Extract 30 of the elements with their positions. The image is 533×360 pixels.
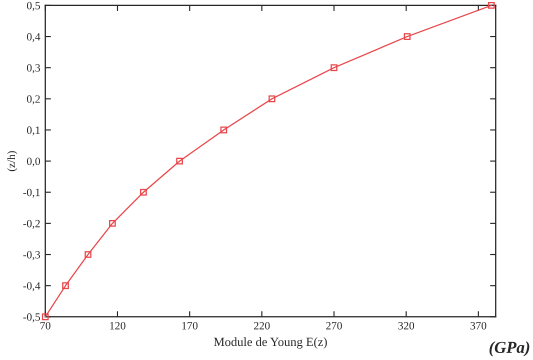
y-tick-label: 0,3 — [26, 64, 40, 74]
y-tick-label: 0,0 — [26, 158, 40, 167]
y-tick-label: -0,1 — [23, 188, 40, 198]
x-tick-label: 170 — [182, 322, 198, 330]
point — [220, 126, 228, 134]
point — [176, 158, 183, 165]
text: (GPa) — [490, 341, 530, 356]
x-tick-label: 120 — [110, 322, 126, 330]
point — [140, 188, 147, 196]
y-tick-label: -0,4 — [23, 282, 40, 292]
point — [109, 220, 116, 227]
x-tick-label: 220 — [254, 322, 270, 330]
y-tick-label: 0,4 — [26, 33, 40, 42]
point — [84, 251, 92, 258]
point — [404, 33, 411, 40]
point — [330, 64, 338, 72]
y-tick-label: -0,5 — [23, 313, 40, 322]
x-tick-label: 70 — [40, 322, 50, 330]
y-tick-label: -0,3 — [23, 250, 40, 260]
y-tick-label: 0,5 — [26, 2, 40, 11]
x-tick-label: 370 — [470, 322, 486, 330]
y-tick-label: -0,2 — [23, 220, 40, 229]
y-axis-title: (z/h) — [7, 151, 18, 172]
y-tick-label: 0,2 — [26, 95, 40, 104]
x-tick-label: 270 — [326, 322, 342, 330]
point — [62, 282, 69, 290]
y-tick-label: 0,1 — [26, 126, 40, 136]
point — [268, 95, 276, 102]
x-tick-label: 320 — [398, 322, 414, 330]
x-axis-title: Module de Young E(z) — [214, 337, 327, 349]
